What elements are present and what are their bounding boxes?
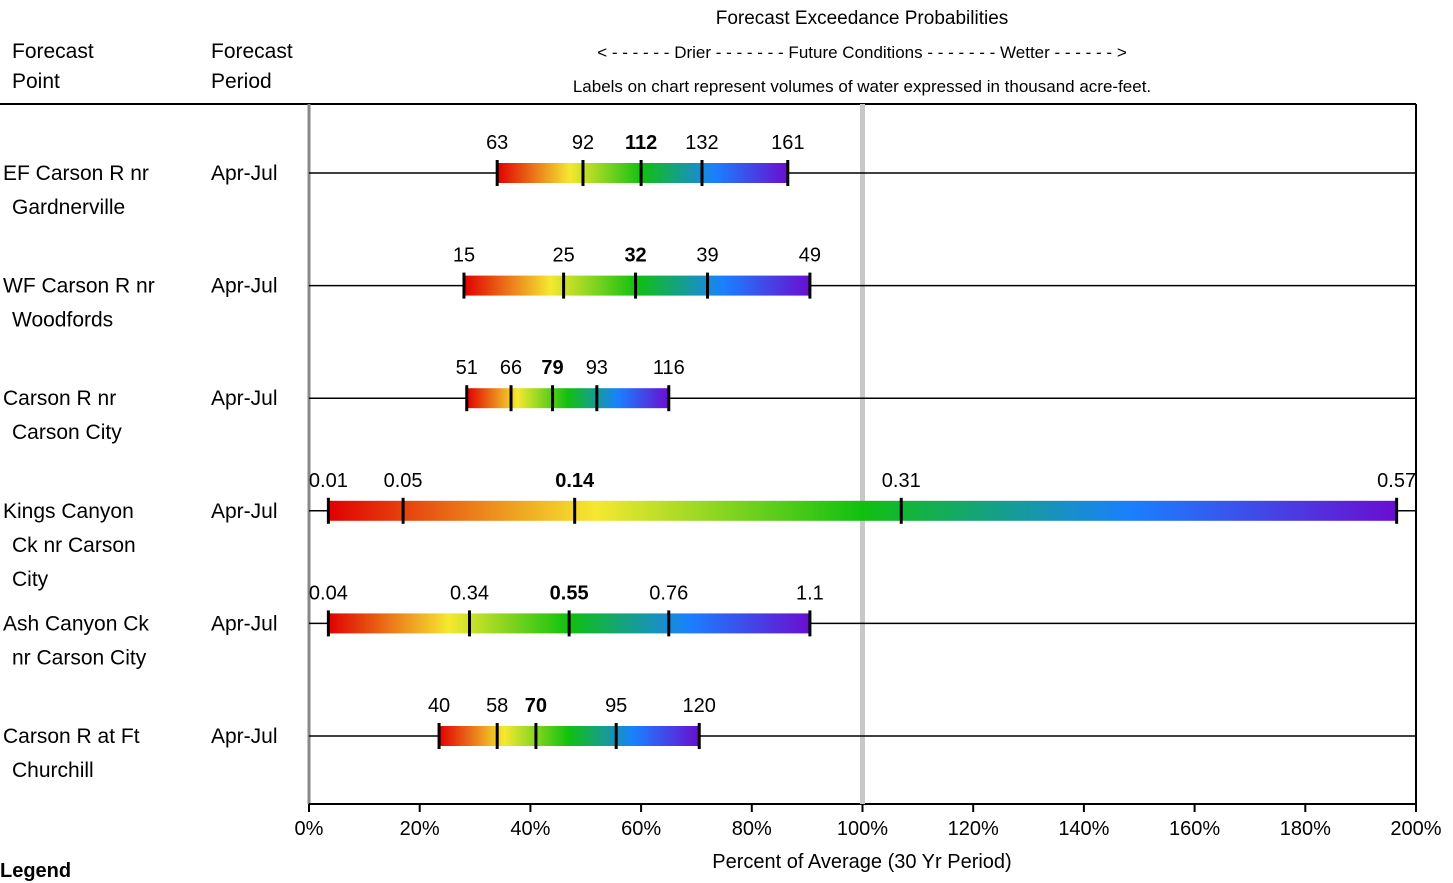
exceedance-value-label: 39 (696, 245, 718, 267)
exceedance-value-label: 95 (605, 695, 627, 717)
exceedance-bar (466, 388, 669, 409)
forecast-point-label: WF Carson R nr (3, 275, 155, 298)
x-tick-label: 0% (295, 818, 324, 840)
col-header-period-line2: Period (211, 70, 272, 93)
exceedance-value-label: 49 (799, 245, 821, 267)
exceedance-bar (439, 726, 700, 746)
exceedance-value-label: 40 (428, 695, 450, 717)
forecast-point-label: Ck nr Carson (12, 534, 136, 557)
x-tick-label: 160% (1169, 818, 1220, 840)
forecast-row: Ash Canyon Ck nr Carson City Apr-Jul 0.04 0.… (3, 582, 1416, 669)
exceedance-value-label: 51 (456, 357, 478, 379)
forecast-row: Kings Canyon Ck nr Carson City Apr-Jul 0.01 0… (3, 470, 1416, 591)
forecast-point-label: EF Carson R nr (3, 162, 149, 185)
x-tick-label: 80% (732, 818, 772, 840)
x-tick-label: 100% (837, 818, 888, 840)
exceedance-value-label: 0.01 (309, 470, 348, 492)
exceedance-value-label: 92 (572, 132, 594, 154)
exceedance-value-label: 0.31 (882, 470, 921, 492)
forecast-point-label: Carson R nr (3, 387, 116, 410)
forecast-rows: EF Carson R nr Gardnerville Apr-Jul 63 92 112… (3, 132, 1416, 782)
median-value-label: 0.14 (555, 470, 595, 492)
forecast-point-label: Kings Canyon (3, 500, 134, 523)
x-tick-label: 200% (1390, 818, 1441, 840)
exceedance-value-label: 1.1 (796, 582, 824, 604)
forecast-row: Carson R nr Carson City Apr-Jul 51 66 79 93 116 (3, 357, 1416, 444)
median-value-label: 112 (625, 132, 657, 154)
exceedance-value-label: 120 (683, 695, 716, 717)
exceedance-value-label: 0.76 (649, 582, 688, 604)
direction-line: < - - - - - - Drier - - - - - - - Future… (597, 43, 1127, 62)
forecast-period-label: Apr-Jul (211, 500, 278, 523)
exceedance-value-label: 93 (586, 357, 608, 379)
exceedance-value-label: 0.04 (309, 582, 348, 604)
exceedance-value-label: 15 (453, 245, 475, 267)
exceedance-value-label: 0.34 (450, 582, 489, 604)
forecast-point-label: Gardnerville (12, 196, 125, 219)
col-header-point-line1: Forecast (12, 40, 94, 63)
col-header-period-line1: Forecast (211, 40, 293, 63)
exceedance-value-label: 63 (486, 132, 508, 154)
exceedance-bar (328, 500, 1397, 521)
forecast-row: EF Carson R nr Gardnerville Apr-Jul 63 92 112… (3, 132, 1416, 219)
x-tick-label: 140% (1058, 818, 1109, 840)
x-tick-label: 180% (1280, 818, 1331, 840)
x-axis-label: Percent of Average (30 Yr Period) (712, 851, 1011, 873)
exceedance-value-label: 58 (486, 695, 508, 717)
x-axis-ticks: 0% 20% 40% 60% 80% 100% 120% 140% 160% 180% 200% (295, 804, 1442, 840)
median-value-label: 0.55 (550, 582, 589, 604)
x-tick-label: 60% (621, 818, 661, 840)
median-value-label: 79 (541, 357, 563, 379)
forecast-row: WF Carson R nr Woodfords Apr-Jul 15 25 32 39 49 (3, 245, 1416, 332)
forecast-period-label: Apr-Jul (211, 387, 278, 410)
exceedance-value-label: 116 (653, 357, 685, 379)
x-tick-label: 20% (400, 818, 440, 840)
forecast-point-label: Woodfords (12, 309, 113, 332)
forecast-row: Carson R at Ft Churchill Apr-Jul 40 58 70 95 12… (3, 695, 1416, 782)
forecast-point-label: Carson City (12, 421, 122, 444)
col-header-point-line2: Point (12, 70, 60, 93)
x-tick-label: 40% (510, 818, 550, 840)
exceedance-value-label: 0.57 (1377, 470, 1416, 492)
forecast-point-label: City (12, 568, 49, 591)
exceedance-value-label: 0.05 (384, 470, 423, 492)
exceedance-value-label: 132 (685, 132, 718, 154)
forecast-point-label: nr Carson City (12, 646, 147, 669)
forecast-period-label: Apr-Jul (211, 162, 278, 185)
x-tick-label: 120% (948, 818, 999, 840)
median-value-label: 70 (525, 695, 547, 717)
forecast-point-label: Carson R at Ft (3, 725, 140, 748)
chart-title: Forecast Exceedance Probabilities (716, 8, 1009, 29)
median-value-label: 32 (624, 245, 646, 267)
forecast-point-label: Churchill (12, 759, 94, 782)
legend-heading: Legend (0, 860, 72, 882)
chart-note: Labels on chart represent volumes of wat… (573, 77, 1151, 96)
exceedance-value-label: 25 (552, 245, 574, 267)
forecast-period-label: Apr-Jul (211, 275, 278, 298)
forecast-period-label: Apr-Jul (211, 725, 278, 748)
forecast-period-label: Apr-Jul (211, 612, 278, 635)
exceedance-value-label: 66 (500, 357, 522, 379)
forecast-point-label: Ash Canyon Ck (3, 612, 149, 635)
exceedance-value-label: 161 (771, 132, 804, 154)
